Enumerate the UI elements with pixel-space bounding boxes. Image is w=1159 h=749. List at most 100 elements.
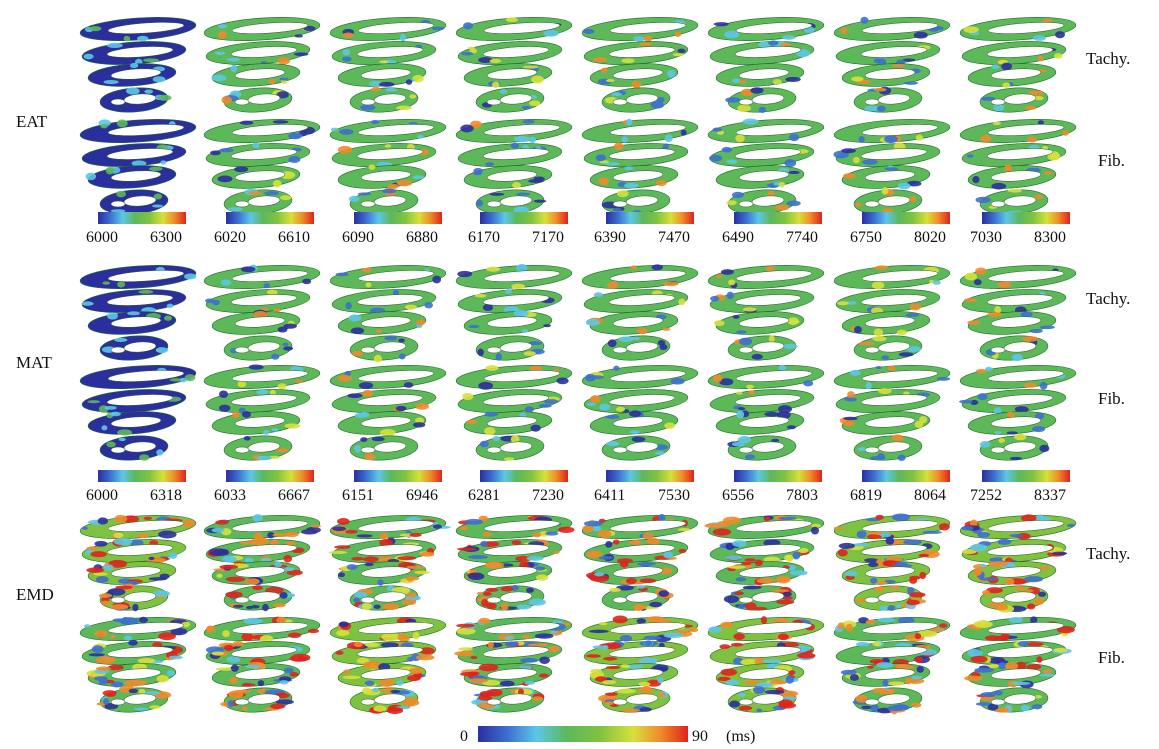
heart-slice-3 xyxy=(589,663,679,687)
heart-slice-3 xyxy=(211,165,301,189)
heart-slice-4 xyxy=(723,585,797,611)
colorbar-min: 6000 xyxy=(86,229,118,246)
heart-slice-2 xyxy=(583,389,689,414)
heart-slice-1 xyxy=(959,17,1077,41)
panel-mat-tachy-5 xyxy=(581,264,699,361)
colorbar-max: 6300 xyxy=(150,229,182,246)
heart-slice-2 xyxy=(709,143,815,167)
colorbar-mat-8: 7252 8337 xyxy=(970,470,1070,504)
heart-slice-3 xyxy=(967,311,1057,335)
colorbar-min: 6020 xyxy=(214,229,246,246)
heart-slice-2 xyxy=(331,641,437,665)
panel-emd-tachy-8 xyxy=(959,514,1077,613)
heart-slice-2 xyxy=(205,640,311,666)
heart-slice-3 xyxy=(211,63,301,87)
emd-colorbar-gradient xyxy=(478,726,688,742)
heart-slice-4 xyxy=(601,189,671,216)
panel-mat-tachy-8 xyxy=(959,265,1077,362)
panel-eat-fib-5 xyxy=(581,118,699,216)
colorbar-eat-7: 6750 8020 xyxy=(850,212,950,246)
heart-slice-4 xyxy=(727,335,798,361)
heart-slice-4 xyxy=(979,87,1049,113)
emd-colorbar-max: 90 xyxy=(692,728,708,745)
heart-slice-3 xyxy=(211,561,303,586)
heart-slice-3 xyxy=(841,165,931,190)
heart-slice-2 xyxy=(835,289,941,315)
colorbar-gradient xyxy=(354,470,442,482)
heart-slice-1 xyxy=(455,365,573,390)
heart-slice-4 xyxy=(853,335,923,361)
heart-slice-3 xyxy=(337,561,430,586)
heart-slice-3 xyxy=(337,164,427,190)
heart-slice-1 xyxy=(79,265,197,289)
panel-mat-fib-8 xyxy=(959,365,1077,461)
panel-emd-tachy-1 xyxy=(79,514,197,612)
heart-slice-4 xyxy=(223,435,293,461)
colorbar-min: 6281 xyxy=(468,487,500,504)
heart-slice-3 xyxy=(211,661,301,687)
heart-slice-4 xyxy=(99,335,169,361)
heart-slice-2 xyxy=(81,537,187,564)
heart-slice-2 xyxy=(457,41,563,65)
heart-slice-4 xyxy=(725,87,797,114)
heart-slice-2 xyxy=(81,143,187,167)
panel-emd-fib-1 xyxy=(79,616,197,713)
colorbar-min: 6390 xyxy=(594,229,626,246)
panel-emd-tachy-7 xyxy=(833,513,951,611)
heart-slice-2 xyxy=(709,641,816,666)
heart-slice-1 xyxy=(581,365,699,389)
heart-slice-2 xyxy=(331,143,437,168)
panel-mat-tachy-1 xyxy=(79,265,197,361)
group-label-mat: MAT xyxy=(16,353,53,372)
colorbar-min: 6033 xyxy=(214,487,246,504)
heart-slice-4 xyxy=(96,685,172,713)
heart-slice-3 xyxy=(87,411,177,436)
panel-mat-fib-5 xyxy=(581,365,699,461)
heart-slice-4 xyxy=(975,687,1049,713)
heart-slice-1 xyxy=(959,616,1077,641)
group-label-emd: EMD xyxy=(16,585,54,604)
heart-slice-3 xyxy=(463,63,553,88)
heart-slice-4 xyxy=(99,87,172,113)
heart-slice-1 xyxy=(833,513,951,540)
heart-slice-1 xyxy=(203,616,321,643)
heart-slice-2 xyxy=(709,539,815,563)
colorbar-max: 7803 xyxy=(786,487,818,504)
heart-slice-1 xyxy=(329,515,451,539)
heart-slice-1 xyxy=(329,617,447,643)
heart-slice-4 xyxy=(223,585,296,612)
heart-slice-1 xyxy=(203,119,321,143)
heart-slice-3 xyxy=(715,63,805,87)
heart-slice-4 xyxy=(853,187,923,215)
heart-slice-2 xyxy=(835,537,941,563)
panel-mat-fib-3 xyxy=(329,365,447,461)
panel-mat-fib-1 xyxy=(79,365,197,461)
colorbar-mat-2: 6033 6667 xyxy=(214,470,314,504)
panel-eat-tachy-1 xyxy=(79,17,197,113)
panel-eat-fib-8 xyxy=(959,119,1077,215)
panel-eat-tachy-5 xyxy=(581,17,699,113)
heart-slice-1 xyxy=(79,514,197,539)
colorbar-gradient xyxy=(480,470,568,482)
heart-slice-1 xyxy=(455,119,573,144)
panel-emd-tachy-4 xyxy=(455,515,575,611)
heart-slice-1 xyxy=(707,616,825,641)
colorbar-eat-1: 6000 6300 xyxy=(86,212,186,246)
colorbar-max: 8337 xyxy=(1034,487,1066,504)
panel-emd-tachy-6 xyxy=(704,515,825,611)
colorbar-eat-2: 6020 6610 xyxy=(214,212,314,246)
heart-slice-1 xyxy=(833,365,951,390)
heart-slice-2 xyxy=(81,41,187,66)
heart-slice-1 xyxy=(455,17,573,41)
colorbar-mat-4: 6281 7230 xyxy=(468,470,568,504)
heart-slice-1 xyxy=(329,365,447,389)
heart-slice-4 xyxy=(601,335,671,361)
panel-mat-tachy-3 xyxy=(329,265,447,363)
heart-slice-3 xyxy=(967,561,1057,586)
heart-slice-1 xyxy=(581,118,699,143)
heart-slice-4 xyxy=(223,335,294,361)
colorbar-gradient xyxy=(606,470,694,482)
heart-slice-2 xyxy=(331,41,437,66)
colorbar-gradient xyxy=(480,212,568,224)
heart-slice-1 xyxy=(203,364,321,390)
